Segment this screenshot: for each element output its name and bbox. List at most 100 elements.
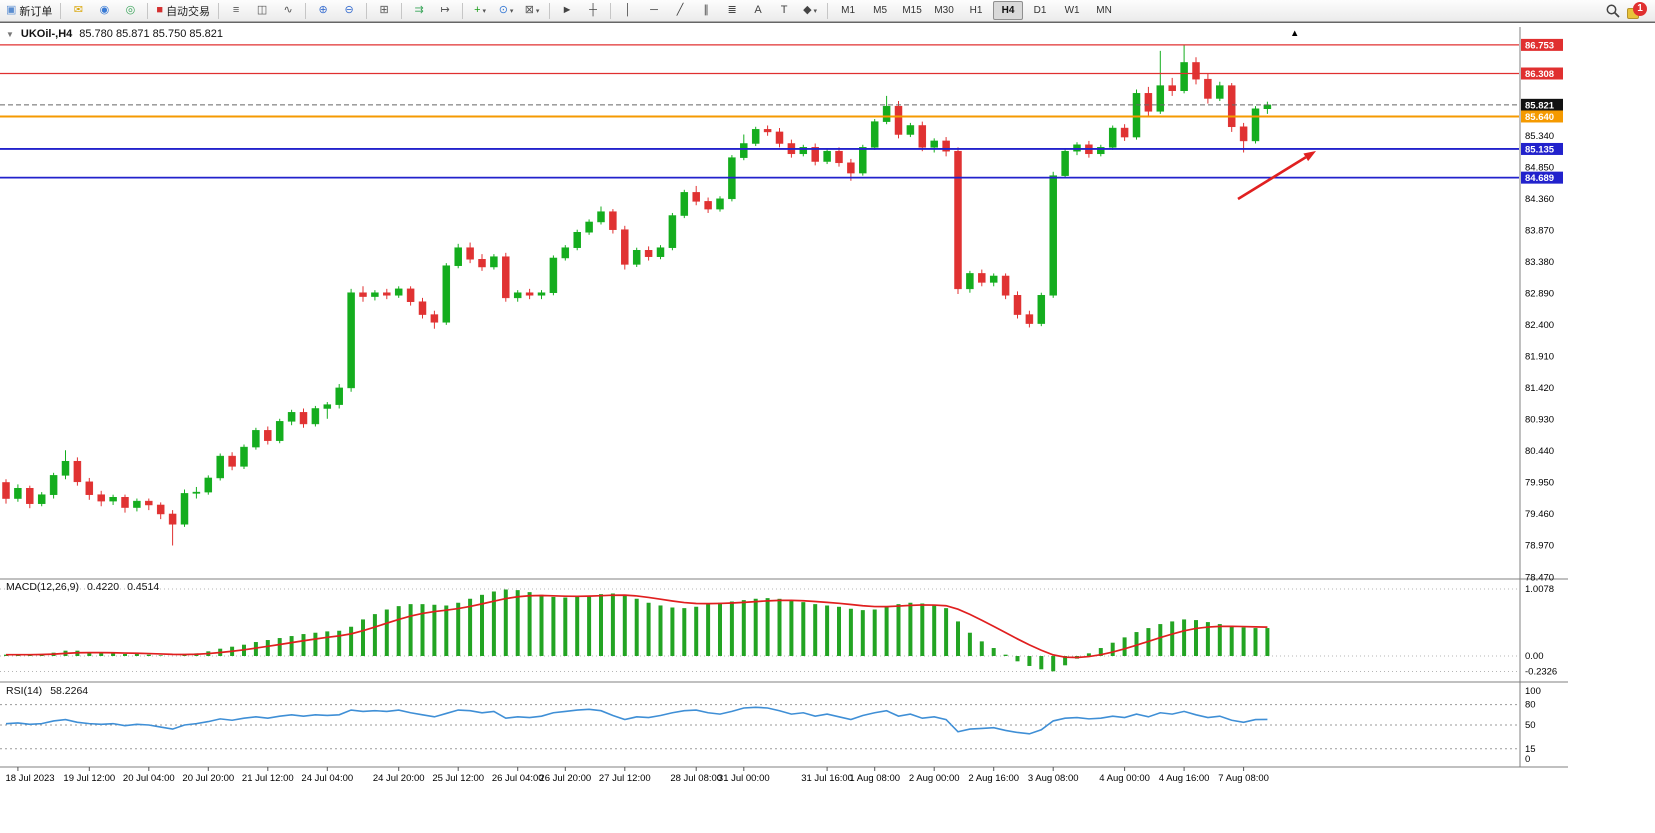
candle-body bbox=[97, 494, 105, 502]
timeframe-button-m15[interactable]: M15 bbox=[902, 5, 922, 16]
candlestick-chart-icon[interactable]: ◫ bbox=[250, 1, 274, 21]
timeframe-button-d1[interactable]: D1 bbox=[1033, 5, 1047, 16]
timeframe-button-w1[interactable]: W1 bbox=[1064, 5, 1080, 16]
trendline-tool[interactable]: ╱ bbox=[668, 1, 692, 21]
auto-scroll-icon[interactable]: ⇉ bbox=[407, 1, 431, 21]
candle-body bbox=[1227, 85, 1236, 128]
candle-body bbox=[418, 301, 427, 315]
annotation-arrow-shaft bbox=[1237, 156, 1307, 201]
time-axis-label: 20 Jul 20:00 bbox=[182, 773, 234, 784]
candle-body bbox=[490, 256, 498, 268]
text-tool[interactable]: A bbox=[746, 1, 770, 21]
candle-body bbox=[1168, 85, 1176, 91]
market-watch-icon[interactable]: ◉ bbox=[92, 1, 116, 21]
templates-button-caret[interactable]: ▾ bbox=[535, 7, 540, 15]
candle-body bbox=[192, 491, 201, 494]
notification-icon[interactable]: 1 bbox=[1627, 1, 1647, 20]
chart-shift-icon[interactable]: ↦ bbox=[433, 1, 457, 21]
cursor-tool[interactable]: ► bbox=[555, 1, 579, 21]
journal-icon[interactable]: ✉ bbox=[66, 1, 90, 21]
channel-tool[interactable]: ∥ bbox=[694, 1, 718, 21]
line-chart-icon[interactable]: ∿ bbox=[276, 1, 300, 21]
add-indicator-button[interactable]: + ▾ bbox=[468, 1, 492, 21]
resistance-price-tag-text: 86.753 bbox=[1525, 40, 1554, 51]
tile-windows-icon[interactable]: ⊞ bbox=[372, 1, 396, 21]
timeframe-button-m1[interactable]: M1 bbox=[841, 5, 856, 16]
candle-body bbox=[216, 455, 224, 479]
candle-body bbox=[311, 408, 320, 425]
horizontal-line-tool[interactable]: ─ bbox=[642, 1, 666, 21]
chart-window[interactable]: 85.340 84.850 84.360 83.870 83.380 82.890 82.4… bbox=[0, 22, 1655, 833]
candle-body bbox=[847, 162, 855, 174]
candle-body bbox=[799, 147, 808, 155]
candle-body bbox=[740, 143, 748, 158]
collapse-chart-icon[interactable]: ▼ bbox=[6, 29, 14, 39]
time-axis-label: 4 Aug 00:00 bbox=[1099, 773, 1150, 784]
candle-body bbox=[1061, 150, 1069, 176]
candle-body bbox=[1073, 144, 1081, 152]
price-tick-label: 79.460 bbox=[1525, 509, 1554, 520]
zoom-in-icon[interactable]: ⊕ bbox=[311, 1, 335, 21]
fibonacci-tool[interactable]: ≣ bbox=[720, 1, 744, 21]
price-tick-label: 84.850 bbox=[1525, 162, 1554, 173]
new-order-button[interactable]: ▣ 新订单 bbox=[3, 1, 55, 21]
toolbar-separator bbox=[305, 2, 307, 19]
zoom-out-icon-glyph: ⊖ bbox=[344, 4, 354, 16]
shapes-button[interactable]: ◆ ▾ bbox=[798, 1, 822, 21]
timeframe-button-h1[interactable]: H1 bbox=[969, 5, 983, 16]
price-tick-label: 83.870 bbox=[1525, 225, 1554, 236]
vertical-line-tool[interactable]: │ bbox=[616, 1, 640, 21]
candle-body bbox=[704, 201, 712, 210]
search-icon[interactable] bbox=[1605, 3, 1621, 19]
periods-button[interactable]: ⊙ ▾ bbox=[494, 1, 518, 21]
bar-chart-icon[interactable]: ≡ bbox=[224, 1, 248, 21]
navigator-icon[interactable]: ◎ bbox=[118, 1, 142, 21]
periods-button-caret[interactable]: ▾ bbox=[509, 7, 514, 15]
crosshair-tool[interactable]: ┼ bbox=[581, 1, 605, 21]
label-tool[interactable]: T bbox=[772, 1, 796, 21]
candle-body bbox=[573, 232, 581, 248]
toolbar-separator bbox=[462, 2, 464, 19]
candle-body bbox=[168, 513, 177, 525]
candle-body bbox=[597, 211, 605, 223]
price-tick-label: 80.440 bbox=[1525, 446, 1554, 457]
candle-body bbox=[442, 265, 451, 323]
candle-body bbox=[513, 292, 522, 299]
candle-body bbox=[978, 273, 986, 283]
price-chart-canvas[interactable]: 85.340 84.850 84.360 83.870 83.380 82.890 82.4… bbox=[0, 23, 1655, 833]
candle-body bbox=[1180, 62, 1188, 91]
autotrading-button[interactable]: ■ 自动交易 bbox=[153, 1, 213, 21]
candle-body bbox=[121, 496, 129, 508]
channel-tool-glyph: ∥ bbox=[703, 4, 709, 16]
candle-body bbox=[347, 292, 355, 389]
candle-body bbox=[73, 460, 82, 483]
rsi-name: RSI(14) bbox=[6, 685, 43, 697]
add-indicator-button-glyph: + bbox=[474, 4, 481, 16]
candle-body bbox=[1049, 175, 1057, 296]
time-axis-label: 20 Jul 04:00 bbox=[123, 773, 175, 784]
templates-button[interactable]: ⊠ ▾ bbox=[520, 1, 544, 21]
templates-button-glyph: ⊠ bbox=[524, 4, 534, 16]
price-tick-label: 82.400 bbox=[1525, 320, 1554, 331]
chart-title: ▼ UKOil-,H4 85.780 85.871 85.750 85.821 bbox=[6, 28, 223, 40]
candle-body bbox=[37, 494, 46, 504]
candle-body bbox=[835, 150, 843, 164]
candle-body bbox=[882, 105, 891, 122]
shapes-button-caret[interactable]: ▾ bbox=[813, 7, 818, 15]
timeframe-button-m5[interactable]: M5 bbox=[873, 5, 888, 16]
macd-axis-label: 1.0078 bbox=[1525, 584, 1554, 595]
timeframe-button-m30[interactable]: M30 bbox=[934, 5, 954, 16]
candle-body bbox=[156, 504, 165, 515]
timeframe-button-mn[interactable]: MN bbox=[1096, 5, 1112, 16]
toolbar-groups: ▣ 新订单 ✉ ◉ ◎ ■ 自动交易 ≡ ◫ ∿ ⊕ ⊖ ⊞ ⇉ ↦ + ▾ ⊙ ▾ ⊠ ▾ ► ┼ │ ─ ╱ ∥ ≣ A T ◆ ▾ M1 M… bbox=[2, 0, 1120, 22]
toolbar-separator bbox=[401, 2, 403, 19]
zoom-out-icon[interactable]: ⊖ bbox=[337, 1, 361, 21]
candle-body bbox=[989, 275, 998, 283]
rsi-axis-label: 80 bbox=[1525, 700, 1536, 711]
timeframe-button-h4[interactable]: H4 bbox=[993, 1, 1024, 20]
annotation-arrow-head bbox=[1303, 151, 1316, 162]
candle-body bbox=[894, 105, 903, 135]
candle-body bbox=[406, 288, 415, 302]
add-indicator-button-caret[interactable]: ▾ bbox=[482, 7, 487, 15]
